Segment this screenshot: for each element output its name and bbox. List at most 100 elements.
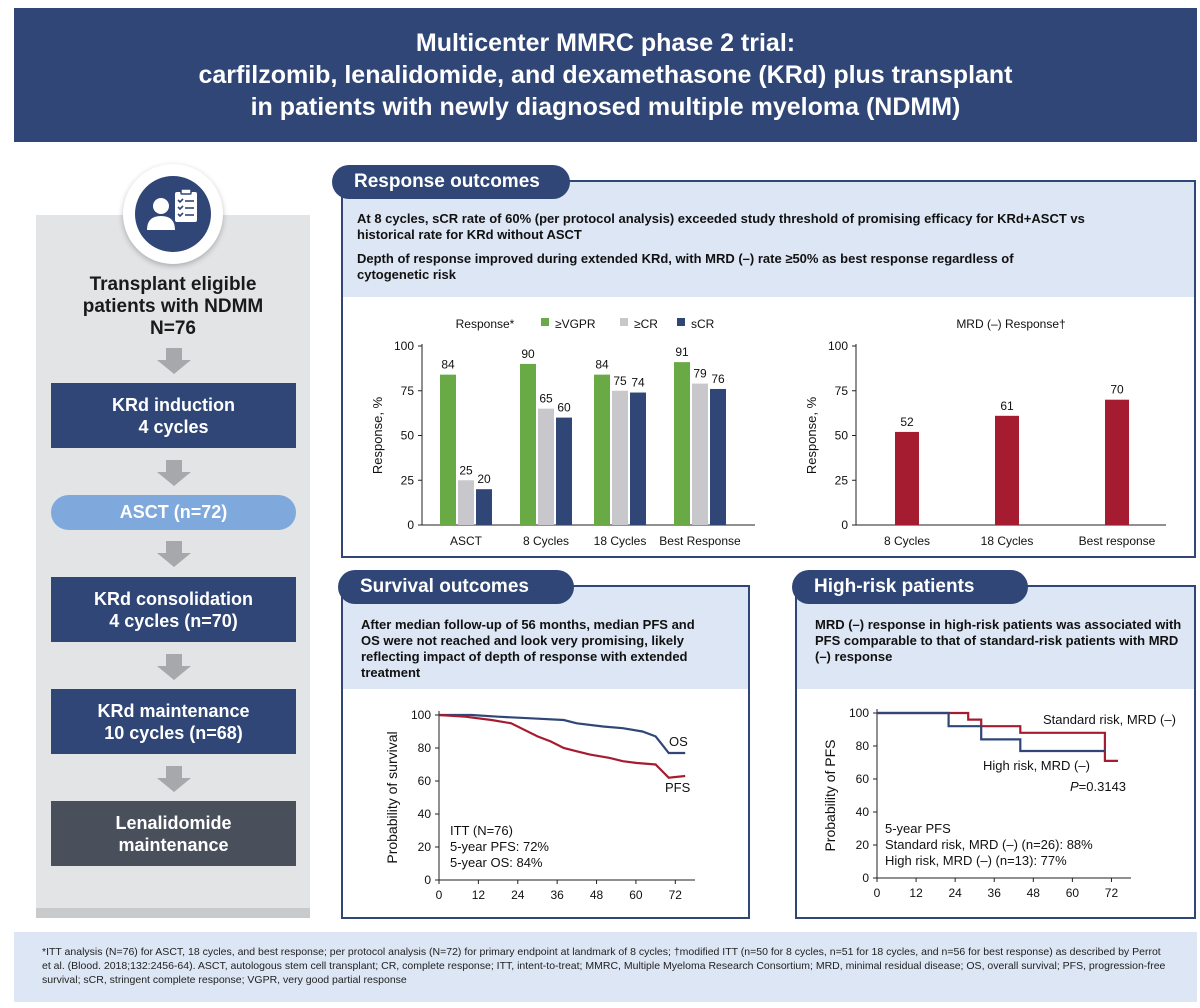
y-tick-label: 75: [401, 384, 415, 398]
p-value-label: P=0.3143: [1070, 779, 1126, 794]
bar-≥CR: [612, 390, 628, 525]
step-krd-consolidation-line-1: KRd consolidation: [94, 588, 253, 609]
flow-title-line-2: patients with NDMM: [82, 296, 264, 317]
down-arrow-icon: [157, 460, 191, 486]
bar-value-label: 52: [900, 415, 914, 429]
down-arrow-icon: [157, 348, 191, 374]
survival-km-chart: 0 20 40 60 80 100 0 12 24 36 48 60 72 Probability of …: [384, 708, 695, 902]
km-curve-pfs: [438, 713, 686, 779]
down-arrow-icon: [157, 541, 191, 567]
bar-sCR: [710, 388, 726, 525]
x-category-label: 18 Cycles: [594, 534, 647, 548]
km-curve-os: [439, 713, 686, 755]
x-tick-label: 48: [590, 888, 604, 902]
y-tick-label: 100: [828, 339, 848, 353]
x-category-label: 8 Cycles: [523, 534, 569, 548]
bar-value-label: 76: [711, 372, 725, 386]
y-tick-label: 0: [841, 518, 848, 532]
step-krd-maintenance-line-2: 10 cycles (n=68): [104, 722, 243, 743]
y-tick-label: 100: [411, 708, 431, 722]
y-tick-label: 100: [394, 339, 414, 353]
legend-title: Response*: [456, 317, 515, 331]
y-tick-label: 0: [862, 871, 869, 885]
patient-icon-badge: [123, 164, 223, 264]
study-flow-panel: [36, 215, 310, 918]
bar-value-label: 90: [521, 347, 535, 361]
y-tick-label: 80: [418, 741, 432, 755]
flow-title: Transplant eligible patients with NDMM N…: [36, 274, 310, 340]
title-line-1: Multicenter MMRC phase 2 trial:: [415, 29, 796, 57]
bar-value-label: 84: [441, 358, 455, 372]
y-tick-label: 100: [849, 706, 869, 720]
high-risk-km-chart: 0 20 40 60 80 100 0 12 24 36 48 60 72 Probability of …: [822, 706, 1176, 900]
y-axis-label: Response, %: [804, 396, 819, 474]
legend-label: ≥VGPR: [555, 317, 596, 331]
y-tick-label: 75: [835, 384, 849, 398]
y-tick-label: 60: [418, 774, 432, 788]
down-arrow-icon: [157, 654, 191, 680]
response-outcomes-tab: Response outcomes: [332, 165, 570, 199]
p-value-symbol: P: [1070, 779, 1079, 794]
bar-value-label: 25: [459, 463, 473, 477]
step-krd-induction-line-2: 4 cycles: [138, 416, 209, 437]
x-tick-label: 0: [436, 888, 443, 902]
x-tick-label: 72: [1105, 886, 1119, 900]
bar-≥CR: [538, 408, 554, 525]
y-tick-label: 60: [856, 772, 870, 786]
bar-sCR: [476, 489, 492, 525]
pfs-curve-label: PFS: [665, 780, 691, 795]
km-curve-standard-risk-mrd-: [877, 711, 1118, 762]
high-risk-annotation: High risk, MRD (–) (n=13): 77%: [885, 853, 1067, 868]
x-category-label: Best response: [1079, 534, 1156, 548]
footnote: *ITT analysis (N=76) for ASCT, 18 cycles…: [14, 932, 1197, 1002]
step-krd-induction: KRd induction 4 cycles: [51, 383, 296, 448]
high-risk-summary: MRD (–) response in high-risk patients w…: [815, 617, 1182, 664]
legend-label: ≥CR: [634, 317, 658, 331]
title-banner: Multicenter MMRC phase 2 trial: carfilzo…: [14, 8, 1197, 142]
step-krd-consolidation: KRd consolidation 4 cycles (n=70): [51, 577, 296, 642]
response-outcomes-panel: At 8 cycles, sCR rate of 60% (per protoc…: [341, 180, 1196, 558]
y-tick-label: 40: [856, 805, 870, 819]
pfs-5yr-annotation: 5-year PFS: 72%: [450, 839, 549, 854]
y-tick-label: 20: [418, 840, 432, 854]
mrd-bar: [895, 431, 919, 525]
bar-value-label: 84: [595, 358, 609, 372]
y-tick-label: 50: [835, 429, 849, 443]
title-line-3: in patients with newly diagnosed multipl…: [250, 93, 961, 121]
x-tick-label: 12: [909, 886, 923, 900]
chart-title: MRD (–) Response†: [956, 317, 1065, 331]
x-tick-label: 24: [511, 888, 525, 902]
legend-swatch: [677, 318, 685, 326]
bar-≥VGPR: [674, 362, 690, 525]
step-lenalidomide-maintenance: Lenalidomide maintenance: [51, 801, 296, 866]
mrd-bar: [995, 415, 1019, 525]
y-tick-label: 25: [835, 473, 849, 487]
x-tick-label: 72: [669, 888, 683, 902]
legend-swatch: [620, 318, 628, 326]
response-charts: 0 25 50 75 100 Response, % Response* ≥VGPR ≥CR sC…: [370, 317, 1166, 548]
down-arrow-icon: [157, 766, 191, 792]
y-axis-label: Probability of survival: [384, 731, 400, 863]
y-axis-label: Response, %: [370, 396, 385, 474]
survival-outcomes-panel: After median follow-up of 56 months, med…: [341, 585, 750, 919]
step-krd-induction-line-1: KRd induction: [112, 394, 235, 415]
y-tick-label: 20: [856, 838, 870, 852]
bar-≥CR: [692, 383, 708, 525]
x-category-label: 18 Cycles: [981, 534, 1034, 548]
high-risk-curve-label: High risk, MRD (–): [983, 758, 1090, 773]
x-tick-label: 24: [948, 886, 962, 900]
step-lenalidomide-line-1: Lenalidomide: [115, 812, 232, 833]
bar-≥VGPR: [594, 374, 610, 525]
standard-risk-curve-label: Standard risk, MRD (–): [1043, 712, 1176, 727]
bar-sCR: [630, 392, 646, 525]
high-risk-tab: High-risk patients: [792, 570, 1028, 604]
x-tick-label: 60: [1066, 886, 1080, 900]
bar-value-label: 75: [613, 374, 627, 388]
response-summary-1: At 8 cycles, sCR rate of 60% (per protoc…: [357, 211, 1085, 242]
x-tick-label: 36: [988, 886, 1002, 900]
bar-value-label: 60: [557, 401, 571, 415]
flow-title-line-1: Transplant eligible: [89, 274, 257, 295]
pfs-5yr-heading: 5-year PFS: [885, 821, 951, 836]
bar-≥VGPR: [520, 363, 536, 525]
bar-≥VGPR: [440, 374, 456, 525]
